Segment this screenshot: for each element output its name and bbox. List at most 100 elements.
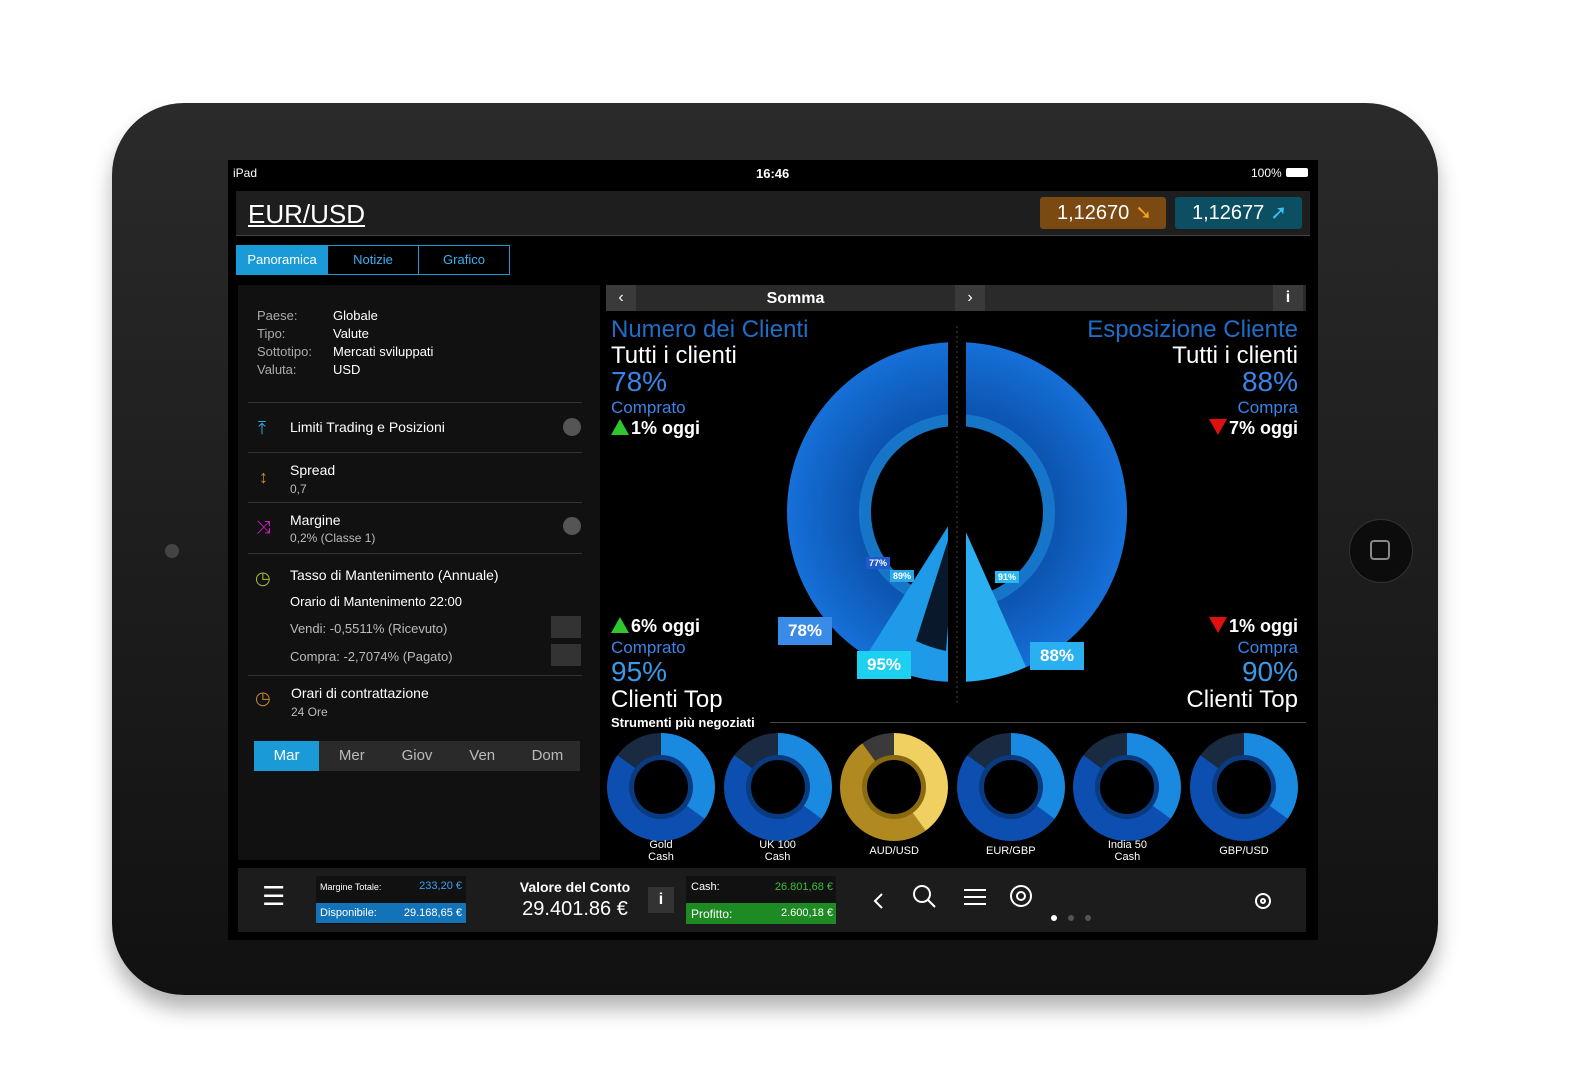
instrument-label: AUD/USD — [869, 845, 919, 857]
hours-value: 24 Ore — [291, 705, 328, 719]
ring-label: 88% — [1030, 642, 1085, 670]
top-change: 6% oggi — [611, 616, 700, 637]
available-label: Disponibile: — [320, 907, 377, 919]
list-icon[interactable] — [964, 889, 986, 905]
ring-hole — [1217, 760, 1271, 814]
search-icon[interactable] — [913, 885, 931, 903]
instrument-label: UK 100 — [759, 839, 796, 851]
top-scope: Clienti Top — [1186, 686, 1298, 713]
profit-value: 2.600,18 € — [781, 907, 833, 919]
day-tab[interactable]: Mer — [338, 747, 365, 764]
sell-chart-button[interactable] — [551, 616, 581, 638]
spread-icon: ↕ — [259, 467, 268, 487]
battery: 100% — [1251, 166, 1282, 180]
instrument-ring[interactable] — [956, 733, 1065, 841]
scope: Tutti i clienti — [611, 342, 737, 369]
sentiment-title: Somma — [766, 290, 825, 307]
percent: 88% — [1241, 366, 1298, 397]
sell-button[interactable]: 1,12670 ➘ — [1040, 197, 1166, 229]
ring-hole — [867, 760, 922, 814]
heading: Numero dei Clienti — [611, 316, 809, 343]
side: Comprato — [611, 398, 686, 417]
gear-icon[interactable] — [1010, 885, 1032, 907]
sell-price: 1,12670 — [1057, 202, 1130, 224]
limits-icon: ⤒ — [258, 418, 266, 438]
ring-label: 91% — [995, 571, 1020, 583]
rollover-buy: Compra: -2,7074% (Pagato) — [290, 649, 453, 664]
margin-icon: ⤨ — [256, 517, 271, 537]
detail-value: USD — [333, 362, 361, 377]
ring-label: 77% — [866, 557, 891, 569]
margin-title[interactable]: Margine — [290, 512, 341, 528]
change: 1% oggi — [611, 418, 700, 439]
instrument-ring[interactable] — [1073, 733, 1182, 841]
battery-icon — [1286, 168, 1308, 177]
ring-hole — [983, 760, 1038, 814]
top-percent: 95% — [611, 656, 668, 687]
tab[interactable]: Notizie — [327, 246, 418, 274]
instrument-label: GBP/USD — [1219, 845, 1269, 857]
available-value: 29.168,65 € — [403, 907, 462, 919]
hours-icon: ◷ — [255, 688, 271, 708]
next-button[interactable]: › — [955, 285, 985, 311]
top-percent: 90% — [1241, 656, 1298, 687]
change: 7% oggi — [1208, 418, 1298, 439]
tab[interactable]: Grafico — [418, 246, 509, 274]
instrument-ring[interactable] — [723, 733, 832, 841]
instrument-label: EUR/GBP — [986, 845, 1036, 857]
prev-button[interactable]: ‹ — [606, 285, 636, 311]
margin-value: 233,20 € — [419, 880, 462, 892]
settings-icon[interactable] — [1255, 893, 1271, 909]
ring-label: 95% — [857, 651, 912, 679]
toolbar-icons — [873, 885, 1271, 921]
day-tab[interactable]: Ven — [469, 747, 496, 764]
detail-label: Tipo: — [257, 326, 286, 341]
account-label: Valore del Conto — [519, 879, 631, 895]
ring-label: 89% — [890, 570, 915, 582]
day-tab[interactable]: Mar — [254, 741, 320, 771]
expand-icon[interactable] — [563, 517, 581, 535]
symbol: EUR/USD — [248, 199, 366, 229]
day-tab[interactable]: Dom — [531, 747, 564, 764]
detail-value: Valute — [333, 326, 369, 341]
device: iPad — [233, 166, 258, 180]
detail-label: Paese: — [257, 308, 298, 323]
instrument-ring[interactable] — [840, 733, 949, 841]
expand-icon[interactable] — [563, 418, 581, 436]
ring-label: 78% — [778, 617, 833, 645]
day-tab[interactable]: Giov — [401, 747, 433, 764]
account-value: 29.401.86 € — [522, 898, 628, 920]
heading: Esposizione Cliente — [1087, 316, 1298, 343]
time: 16:46 — [756, 166, 790, 181]
detail-value: Mercati sviluppati — [333, 344, 434, 359]
day-tabs: Mar Mer Giov Ven Dom — [254, 741, 580, 771]
instrument-ring[interactable] — [1190, 733, 1298, 841]
info-button[interactable]: i — [1273, 285, 1303, 311]
menu-button[interactable]: ☰ — [262, 881, 286, 911]
spread-value: 0,7 — [290, 482, 307, 496]
limits-title[interactable]: Limiti Trading e Posizioni — [290, 419, 445, 435]
buy-chart-button[interactable] — [551, 644, 581, 666]
account-info-button[interactable]: i — [648, 887, 674, 913]
spread-title: Spread — [290, 462, 336, 478]
back-icon[interactable] — [873, 893, 883, 909]
buy-button[interactable]: 1,12677 ➚ — [1175, 197, 1302, 229]
detail-label: Valuta: — [257, 362, 297, 377]
profit-label: Profitto: — [691, 907, 733, 921]
scope: Tutti i clienti — [1172, 342, 1298, 369]
top-side: Comprato — [611, 638, 686, 657]
top-change: 1% oggi — [1208, 616, 1298, 637]
rollover-time: Orario di Mantenimento 22:00 — [290, 594, 462, 609]
top-side: Compra — [1237, 638, 1298, 657]
percent: 78% — [611, 366, 668, 397]
up-arrow — [611, 617, 629, 633]
detail-label: Sottotipo: — [257, 344, 312, 359]
detail-value: Globale — [333, 308, 378, 323]
sentiment-rings — [787, 326, 1127, 706]
available-row — [316, 903, 466, 923]
camera — [165, 544, 179, 558]
tab[interactable]: Panoramica — [237, 246, 327, 274]
home-button[interactable] — [1349, 519, 1413, 583]
instrument-ring[interactable] — [607, 733, 715, 841]
